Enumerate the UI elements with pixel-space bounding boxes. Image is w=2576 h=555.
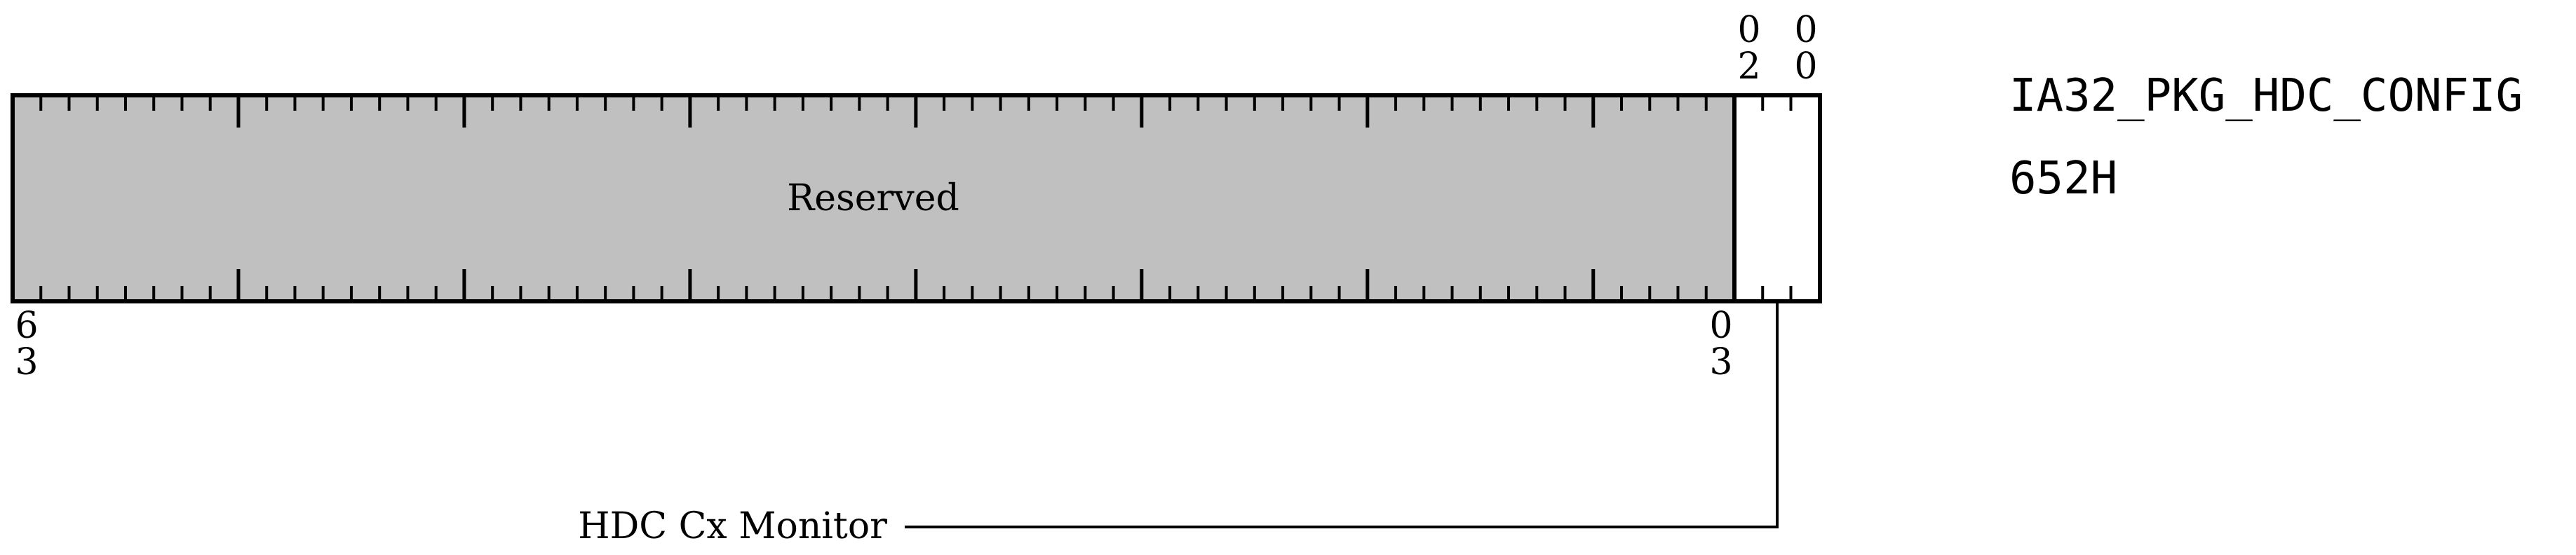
bit-label-bottom-right-digit1: 0 (1709, 305, 1732, 347)
bit-label-bottom-right-digit2: 3 (1709, 341, 1732, 383)
bit-label-top-right-digit1: 0 (1794, 9, 1817, 51)
bit-tick-marks (39, 95, 1793, 301)
register-address: 652H (2009, 153, 2117, 205)
register-name: IA32_PKG_HDC_CONFIG (2009, 70, 2523, 122)
bit-label-top-right-digit2: 0 (1794, 46, 1817, 88)
bit-label-top-left-digit2: 2 (1737, 46, 1760, 88)
bit-label-top-left-digit1: 0 (1737, 9, 1760, 51)
reserved-field (11, 93, 1737, 303)
bit-label-bottom-left-digit2: 3 (15, 341, 38, 383)
hdc-cx-monitor-field (1732, 93, 1822, 303)
hdc-cx-monitor-label: HDC Cx Monitor (578, 505, 887, 547)
bit-label-bottom-left-digit1: 6 (15, 305, 38, 347)
hdc-cx-monitor-callout-line (905, 301, 1779, 528)
reserved-label: Reserved (787, 177, 959, 219)
